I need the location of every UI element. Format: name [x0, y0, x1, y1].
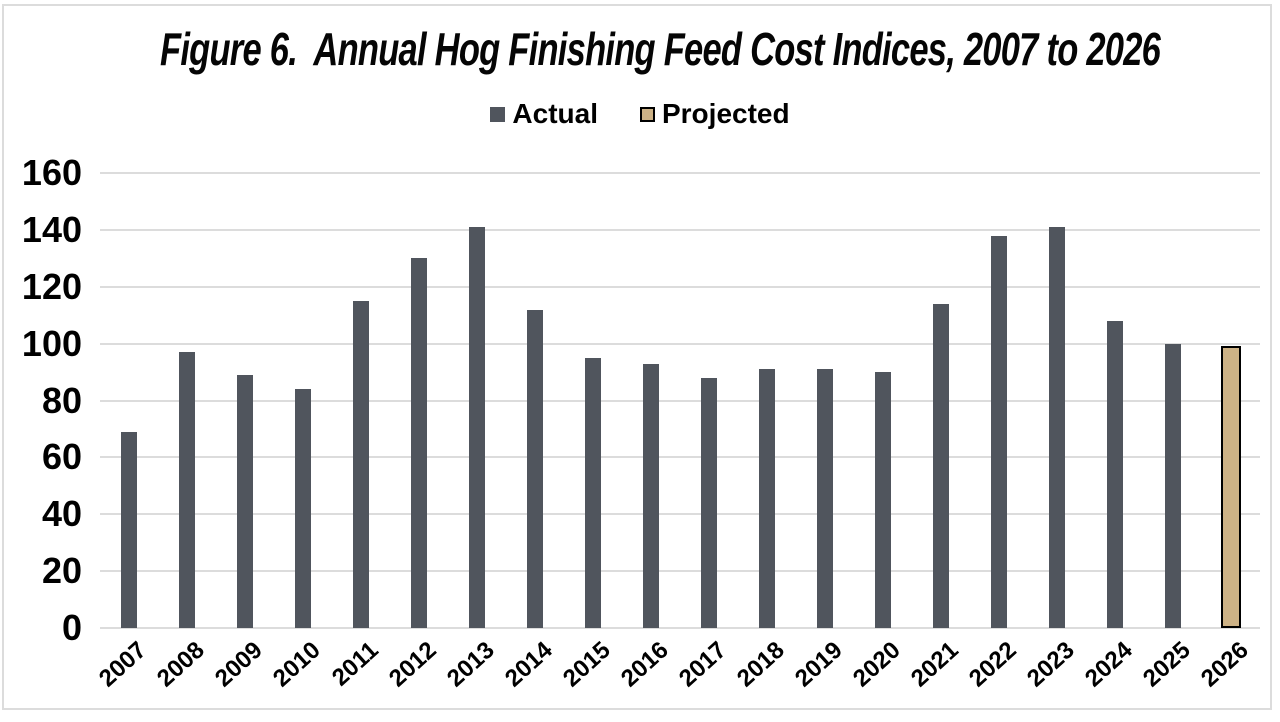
- x-axis-tick-label: 2024: [1079, 636, 1138, 693]
- legend-item-projected: Projected: [639, 98, 790, 129]
- gridline-y40: [100, 513, 1260, 516]
- chart-legend: Actual Projected: [0, 100, 1280, 128]
- y-axis-tick-label: 20: [41, 550, 82, 592]
- x-axis-tick-label: 2020: [847, 636, 906, 693]
- x-axis-tick-label: 2017: [673, 636, 732, 693]
- x-axis-tick-label: 2021: [905, 636, 964, 693]
- y-axis-tick-label: 100: [21, 322, 82, 364]
- bar-2021-actual: [933, 303, 949, 628]
- bar-2011-actual: [353, 300, 369, 628]
- bar-2010-actual: [295, 389, 311, 628]
- bar-2008-actual: [179, 352, 195, 628]
- bar-2015-actual: [585, 357, 601, 628]
- x-axis-tick-label: 2014: [499, 636, 558, 693]
- x-axis-tick-label: 2012: [383, 636, 442, 693]
- bar-2024-actual: [1107, 320, 1123, 628]
- actual-swatch-icon: [490, 106, 506, 122]
- gridline-y160: [100, 172, 1260, 174]
- x-axis-tick-label: 2023: [1021, 636, 1080, 693]
- bar-2023-actual: [1049, 227, 1065, 628]
- x-axis-tick-label: 2025: [1137, 636, 1196, 693]
- y-axis-tick-label: 160: [21, 152, 82, 193]
- bar-2007-actual: [121, 431, 137, 628]
- y-axis-tick-label: 40: [41, 493, 82, 535]
- bar-2013-actual: [469, 227, 485, 628]
- bar-2020-actual: [875, 372, 891, 628]
- legend-item-actual: Actual: [490, 100, 598, 128]
- bar-2025-actual: [1165, 343, 1181, 628]
- gridline-y20: [100, 570, 1260, 573]
- gridline-y0: [100, 627, 1260, 629]
- gridline-y60: [100, 456, 1260, 459]
- y-axis-tick-label: 140: [21, 208, 82, 250]
- y-axis-tick-label: 0: [61, 607, 82, 648]
- y-axis-tick-label: 120: [21, 265, 82, 307]
- projected-swatch-icon: [639, 106, 655, 122]
- x-axis-tick-label: 2019: [789, 636, 848, 693]
- bar-2016-actual: [643, 363, 659, 628]
- gridline-y80: [100, 399, 1260, 402]
- gridline-y120: [100, 285, 1260, 288]
- legend-label: Projected: [661, 98, 790, 129]
- x-axis-tick-label: 2010: [267, 636, 326, 693]
- x-axis-tick-label: 2007: [93, 636, 152, 693]
- bar-2019-actual: [817, 369, 833, 628]
- x-axis-tick-label: 2015: [557, 636, 616, 693]
- gridline-y140: [100, 228, 1260, 231]
- bar-2012-actual: [411, 258, 427, 628]
- bar-2017-actual: [701, 377, 717, 628]
- gridline-y100: [100, 342, 1260, 345]
- bar-2014-actual: [527, 309, 543, 628]
- x-axis-tick-label: 2026: [1195, 636, 1254, 693]
- bar-2009-actual: [237, 374, 253, 628]
- bar-2018-actual: [759, 369, 775, 628]
- x-axis-tick-label: 2022: [963, 636, 1022, 693]
- bar-2022-actual: [991, 235, 1007, 628]
- x-axis-tick-label: 2009: [209, 636, 268, 693]
- x-axis-tick-label: 2011: [326, 636, 384, 692]
- y-axis-tick-label: 80: [41, 379, 82, 421]
- x-axis-tick-label: 2018: [731, 636, 790, 693]
- chart-title: Figure 6. Annual Hog Finishing Feed Cost…: [160, 23, 1161, 75]
- legend-label: Actual: [512, 98, 598, 129]
- bar-2026-projected: [1221, 346, 1241, 628]
- x-axis-tick-label: 2008: [151, 636, 210, 693]
- x-axis-tick-label: 2016: [615, 636, 674, 693]
- x-axis-tick-label: 2013: [441, 636, 500, 693]
- y-axis-tick-label: 60: [41, 436, 82, 478]
